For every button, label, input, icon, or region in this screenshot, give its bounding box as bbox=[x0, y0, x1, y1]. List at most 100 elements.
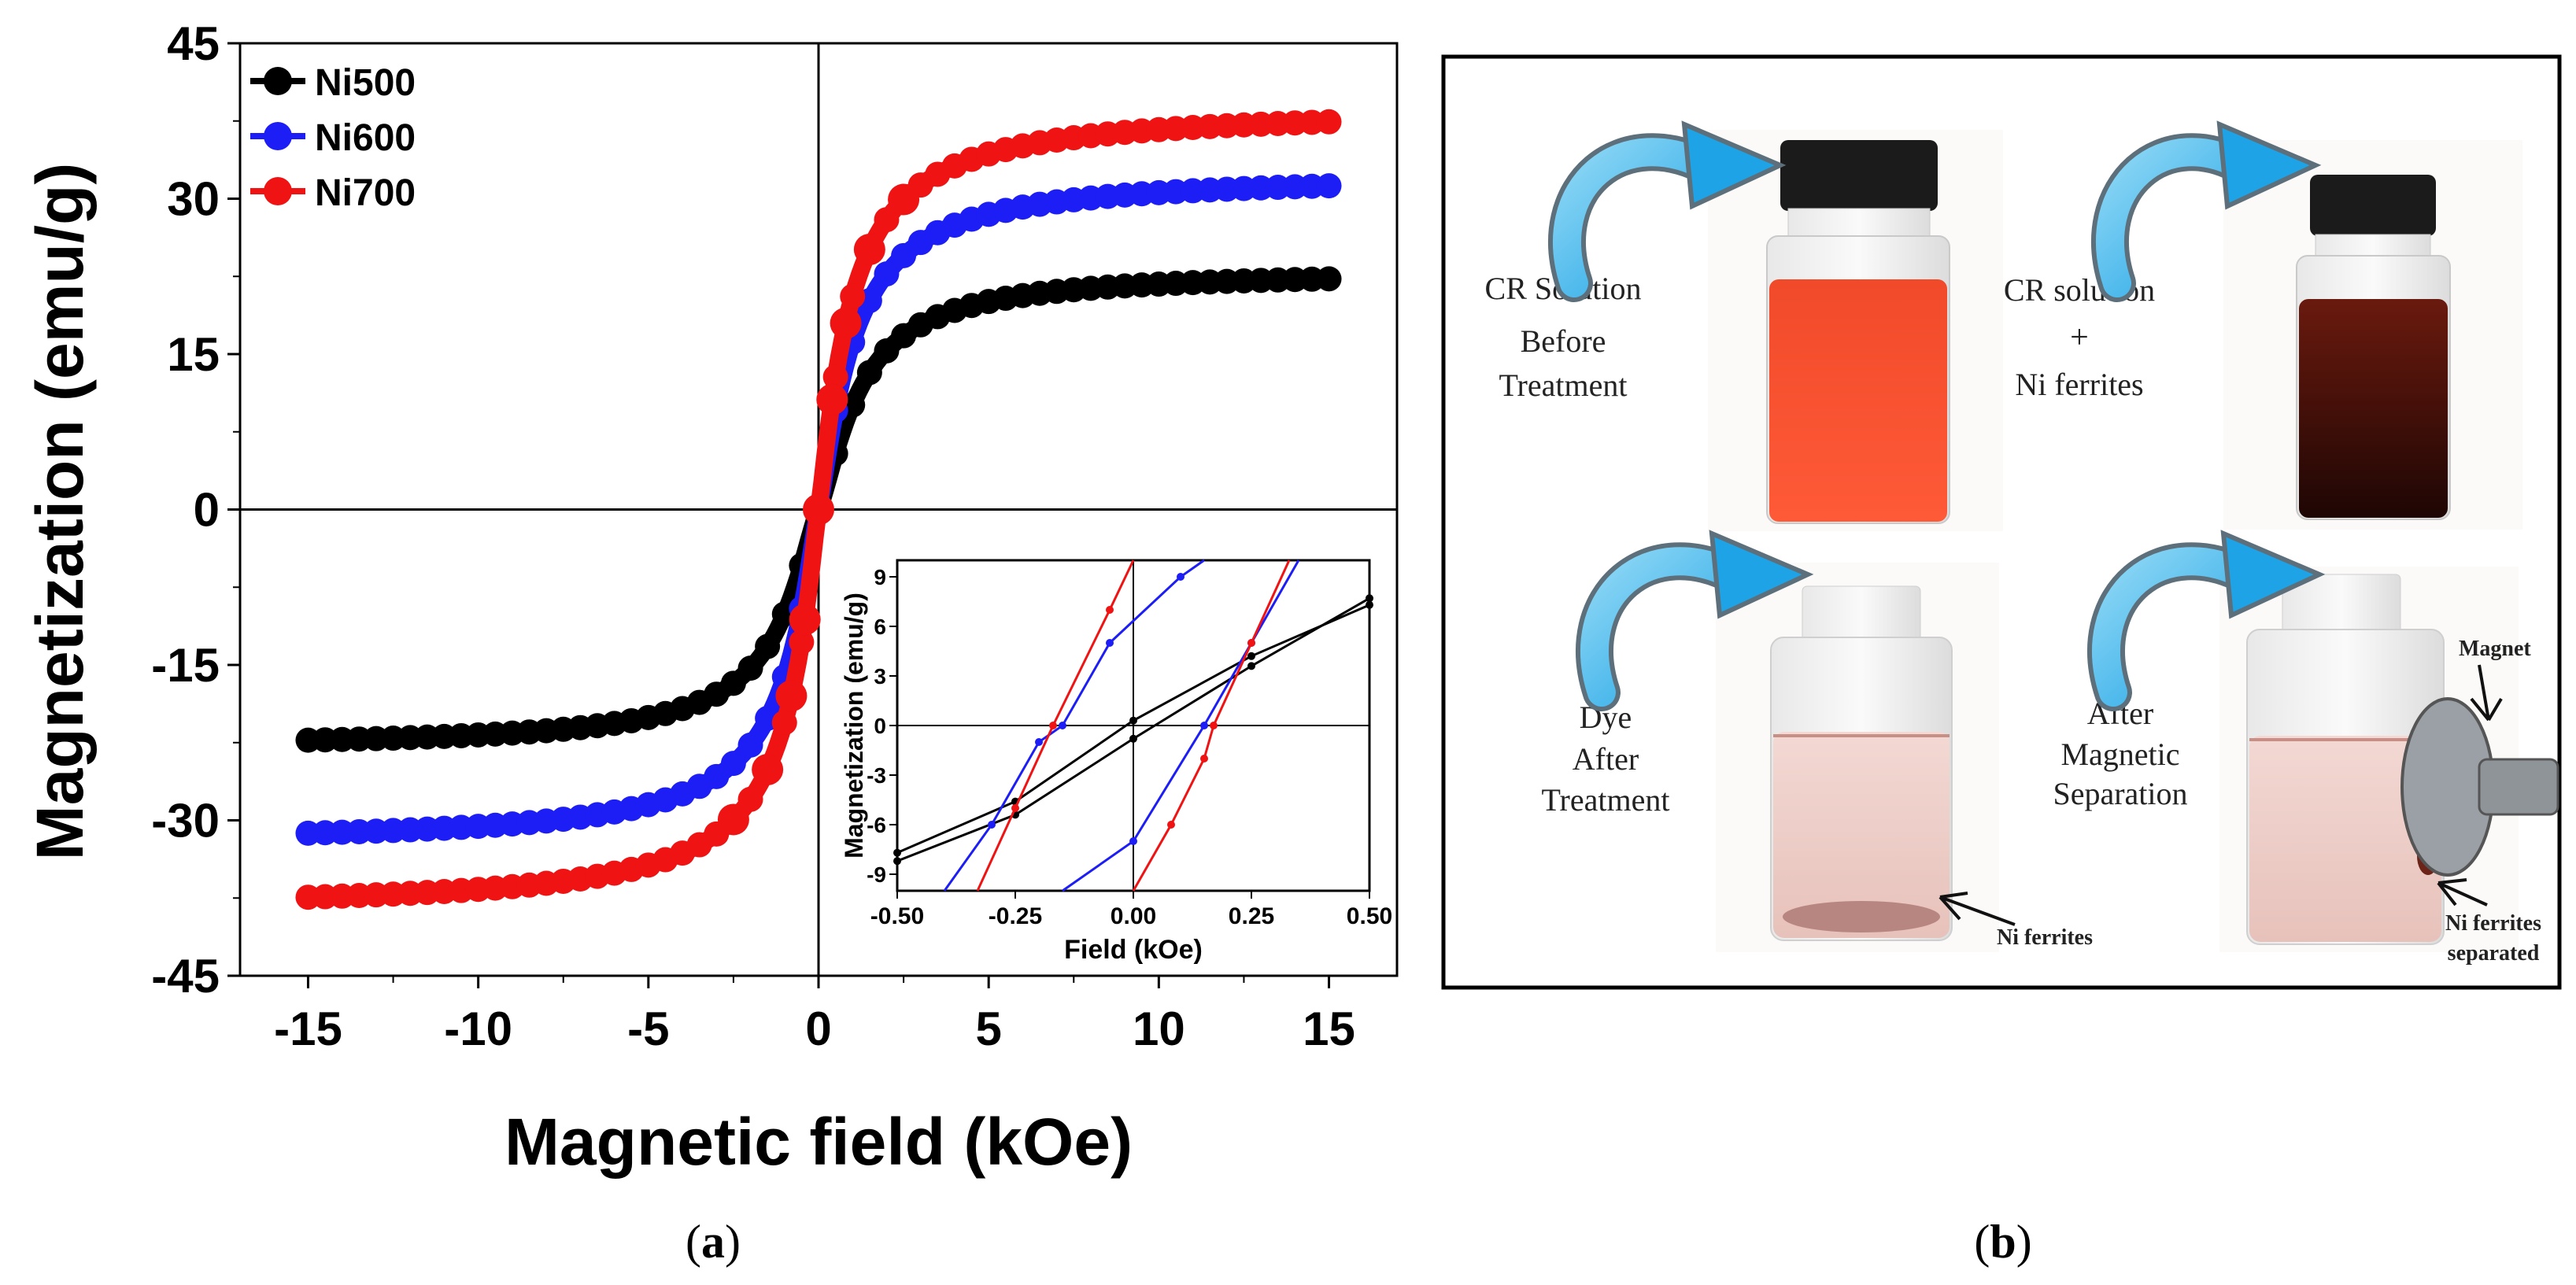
data-point bbox=[856, 360, 882, 386]
y-tick-label: -30 bbox=[151, 795, 220, 847]
bottle-cap bbox=[2310, 175, 2436, 236]
data-point bbox=[737, 655, 763, 681]
data-point bbox=[752, 754, 784, 786]
data-point bbox=[803, 493, 834, 526]
inset-series-ni700 bbox=[976, 559, 1291, 892]
inset-data-point bbox=[1059, 722, 1066, 729]
pointer-arrow-icon bbox=[2437, 878, 2488, 907]
separated-annotation: separated bbox=[2448, 941, 2540, 966]
x-tick-label: -5 bbox=[627, 1003, 669, 1055]
inset-data-point bbox=[1106, 606, 1114, 614]
inset-data-point bbox=[1129, 716, 1137, 725]
photo-cr-with-ferrites: CR solution + Ni ferrites bbox=[2004, 120, 2522, 530]
data-point bbox=[720, 751, 746, 777]
inset-y-tick-label: -9 bbox=[867, 862, 886, 887]
inset-data-point bbox=[893, 848, 901, 857]
x-tick-label: 15 bbox=[1303, 1003, 1355, 1055]
pale-solution bbox=[2249, 736, 2441, 942]
legend: Ni500 Ni600 Ni700 bbox=[250, 62, 416, 214]
series-ni700 bbox=[295, 109, 1342, 910]
inset-x-tick-label: 0.50 bbox=[1347, 903, 1392, 929]
photo-label-line: After bbox=[1573, 741, 1639, 777]
inset-data-point bbox=[1200, 722, 1208, 729]
x-axis-label: Magnetic field (kOe) bbox=[504, 1105, 1133, 1179]
inset-data-point bbox=[1049, 722, 1057, 729]
data-point bbox=[1316, 109, 1342, 135]
series-ni600 bbox=[295, 173, 1342, 846]
data-point bbox=[737, 732, 763, 758]
data-point bbox=[775, 680, 808, 712]
inset-y-tick-label: -6 bbox=[867, 813, 886, 837]
inset-data-point bbox=[1366, 594, 1373, 603]
data-point bbox=[755, 633, 781, 659]
photo-cr-before: CR Solution Before Treatment bbox=[1485, 120, 2003, 531]
data-point bbox=[822, 364, 848, 390]
photo-after-separation: After Magnetic Separation Magnet Ni ferr… bbox=[2053, 530, 2559, 966]
data-point bbox=[830, 307, 862, 339]
bottle-neck bbox=[2315, 234, 2431, 259]
inset-y-axis-label: Magnetization (emu/g) bbox=[840, 593, 868, 859]
data-point bbox=[737, 786, 763, 812]
data-point bbox=[1316, 266, 1342, 292]
data-point bbox=[888, 183, 920, 216]
legend-label: Ni600 bbox=[315, 117, 416, 159]
inset-data-point bbox=[1167, 821, 1175, 829]
data-point bbox=[720, 670, 746, 696]
inset-y-tick-label: 6 bbox=[874, 615, 886, 639]
inset-y-tick-label: -3 bbox=[867, 763, 886, 788]
inset-data-point bbox=[1106, 639, 1114, 647]
data-point bbox=[840, 283, 866, 309]
curved-arrow-icon bbox=[2092, 547, 2265, 707]
data-point bbox=[891, 242, 917, 268]
inset-axis-ticks: -0.50 -0.25 0.00 0.25 0.50 -9 -6 -3 0 3 6 9 bbox=[867, 565, 1392, 929]
bottle-neck bbox=[1802, 585, 1921, 642]
photo-label-line: Before bbox=[1521, 323, 1606, 359]
inset-data-point bbox=[1247, 662, 1255, 670]
x-tick-label: 10 bbox=[1133, 1003, 1185, 1055]
inset-data-point bbox=[893, 857, 901, 866]
red-solution bbox=[1769, 279, 1947, 522]
inset-series-ni600 bbox=[943, 559, 1300, 892]
inset-data-point bbox=[988, 821, 996, 829]
inset-data-point bbox=[1366, 600, 1373, 609]
curved-arrow-icon bbox=[2096, 138, 2261, 297]
data-point bbox=[853, 233, 885, 265]
photo-label-line: Treatment bbox=[1499, 367, 1628, 403]
legend-entry: Ni500 bbox=[250, 62, 416, 104]
photo-after-treatment: Dye After Treatment Ni ferrites bbox=[1542, 530, 2093, 952]
y-tick-label: 45 bbox=[167, 17, 220, 70]
inset-y-tick-label: 9 bbox=[874, 565, 886, 589]
data-point bbox=[789, 629, 815, 655]
legend-marker bbox=[264, 122, 292, 150]
y-tick-label: -45 bbox=[151, 950, 220, 1003]
y-tick-label: -15 bbox=[151, 639, 220, 692]
data-point bbox=[874, 338, 900, 364]
y-tick-label: 0 bbox=[194, 484, 220, 537]
arrow-head-icon bbox=[1681, 120, 1787, 210]
inset-x-tick-label: 0.25 bbox=[1229, 903, 1274, 929]
inset-x-axis-label: Field (kOe) bbox=[1064, 935, 1203, 965]
data-point bbox=[704, 763, 730, 789]
curved-arrow-icon bbox=[1580, 547, 1754, 707]
inset-chart: -0.50 -0.25 0.00 0.25 0.50 -9 -6 -3 0 3 6 9 Field (… bbox=[840, 559, 1392, 965]
arrow-head-icon bbox=[2220, 530, 2326, 619]
separated-annotation: Ni ferrites bbox=[2445, 911, 2541, 936]
panel-a-caption: (a) bbox=[686, 1216, 741, 1268]
bottle-cap bbox=[1780, 140, 1938, 211]
data-point bbox=[816, 383, 848, 415]
y-tick-label: 15 bbox=[167, 328, 220, 381]
y-tick-label: 30 bbox=[167, 173, 220, 226]
curved-arrow-icon bbox=[1553, 138, 1726, 297]
x-tick-label: -15 bbox=[274, 1003, 342, 1055]
inset-branch-line bbox=[1132, 559, 1291, 892]
panel-b-photos: CR Solution Before Treatment CR solution… bbox=[1441, 54, 2562, 1268]
inset-y-tick-label: 0 bbox=[874, 714, 886, 738]
data-point bbox=[874, 207, 900, 233]
legend-label: Ni500 bbox=[315, 62, 416, 104]
inset-data-point bbox=[1129, 734, 1137, 743]
y-axis-label: Magnetization (emu/g) bbox=[23, 163, 97, 861]
arrow-head-icon bbox=[2216, 120, 2322, 210]
inset-series-ni500 bbox=[893, 594, 1373, 866]
